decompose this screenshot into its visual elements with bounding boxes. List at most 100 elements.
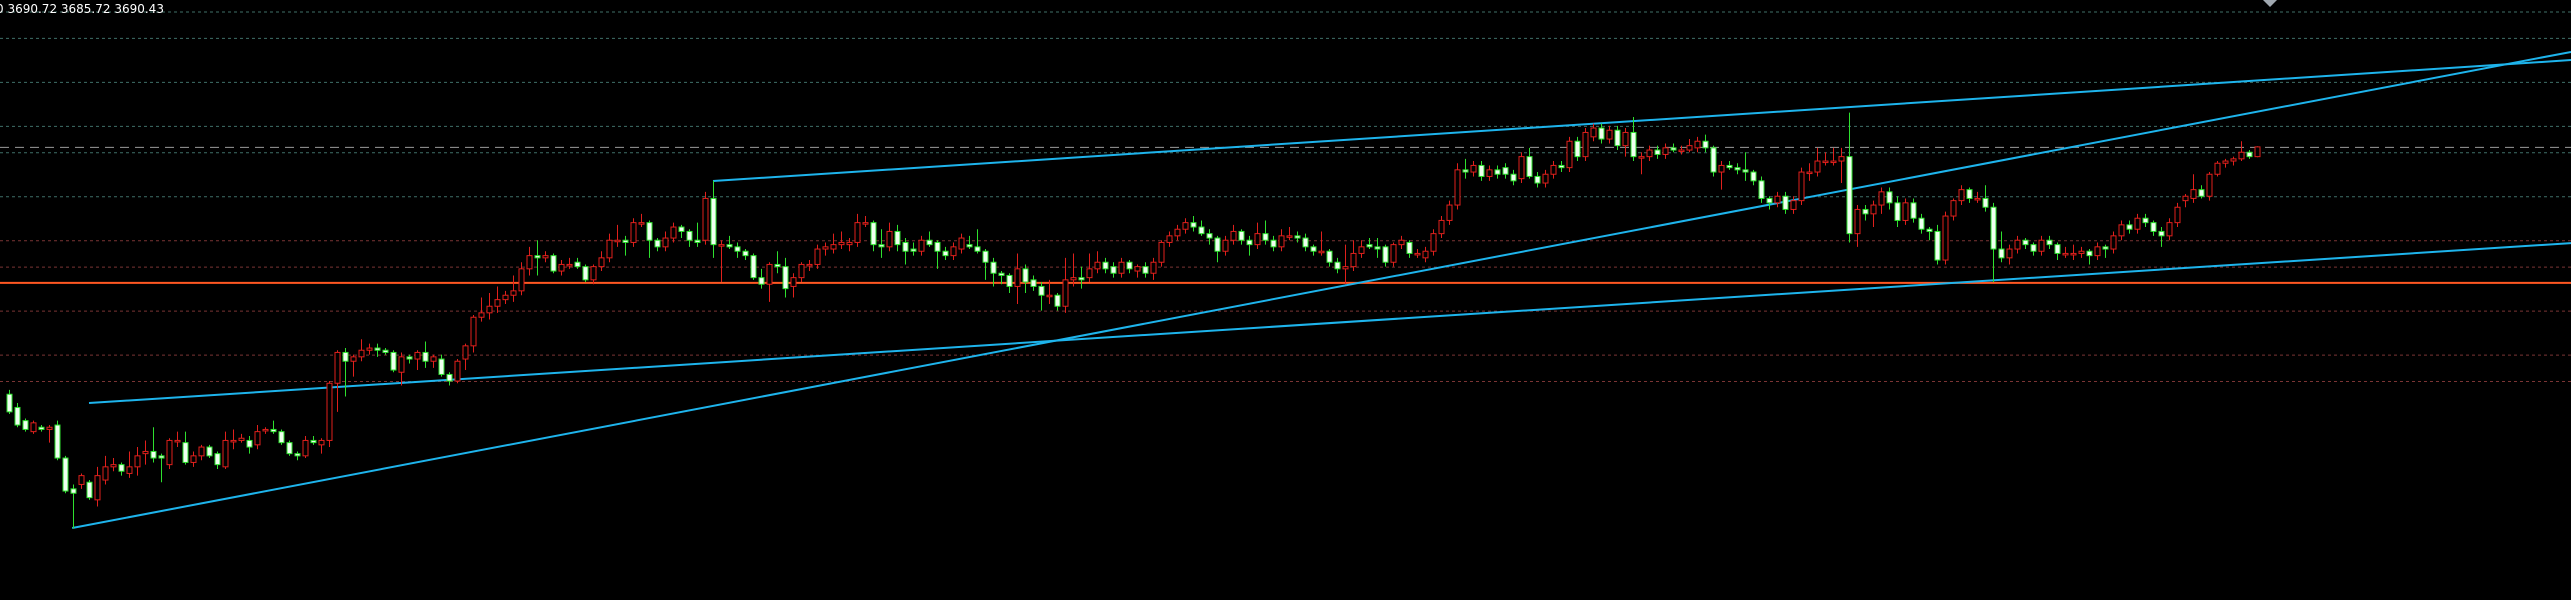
candle <box>1982 185 1989 212</box>
candle-body-up <box>2006 248 2013 259</box>
candle-body-up <box>46 426 53 430</box>
candle <box>1750 169 1757 186</box>
candle-body-down <box>1310 246 1317 252</box>
candle-body-down <box>894 230 901 246</box>
candle <box>1318 231 1325 256</box>
candle-body-down <box>1214 237 1221 252</box>
candle-body-up <box>2118 224 2125 237</box>
drawn-lines <box>0 50 2571 529</box>
candle <box>550 253 557 274</box>
candle <box>2166 218 2173 241</box>
candle-body-up <box>854 222 861 243</box>
candle-body-up <box>350 356 357 362</box>
candle-body-up <box>1230 230 1237 241</box>
candle <box>1966 187 1973 203</box>
candle-body-down <box>2030 244 2037 252</box>
candle-body-up <box>2070 252 2077 256</box>
candle-body-up <box>1646 149 1653 158</box>
candle-body-up <box>1870 204 1877 215</box>
candle-body-up <box>478 312 485 318</box>
candle-body-up <box>1950 200 1957 217</box>
candle-body-up <box>1814 160 1821 173</box>
candle <box>1822 152 1829 166</box>
candle <box>766 262 773 302</box>
candle <box>1558 161 1565 173</box>
candle <box>1046 279 1053 305</box>
candle <box>478 297 485 322</box>
candle-body-down <box>982 250 989 263</box>
candle <box>1990 202 1997 283</box>
candle-body-down <box>1846 156 1853 235</box>
candle-body-down <box>1030 279 1037 287</box>
candle-body-up <box>806 263 813 267</box>
candle-body-up <box>1046 294 1053 298</box>
candle-body-up <box>1062 279 1069 307</box>
candle <box>190 451 197 467</box>
candle <box>1350 240 1357 272</box>
candle-body-up <box>2254 146 2261 158</box>
candle <box>182 431 189 465</box>
candle <box>422 341 429 368</box>
candle-body-up <box>558 263 565 272</box>
candle <box>1142 262 1149 278</box>
candle-body-up <box>1414 252 1421 256</box>
candle-body-down <box>1998 248 2005 259</box>
candle-body-up <box>502 294 509 301</box>
candle <box>694 222 701 247</box>
candle-body-down <box>1926 228 1933 232</box>
candle <box>798 262 805 283</box>
candle <box>1222 235 1229 256</box>
candle-body-down <box>1142 266 1149 274</box>
candle <box>622 235 629 256</box>
candle-body-down <box>910 248 917 252</box>
candle <box>726 235 733 250</box>
candle <box>678 224 685 239</box>
candle-body-down <box>1726 164 1733 169</box>
candle <box>318 438 325 454</box>
candle-body-down <box>654 239 661 248</box>
candle-body-up <box>2182 195 2189 202</box>
candle-body-up <box>718 244 725 247</box>
candle-body-down <box>1022 268 1029 283</box>
candle-body-up <box>1694 140 1701 149</box>
chart-shift-marker-icon[interactable] <box>2263 0 2277 7</box>
candle <box>214 451 221 470</box>
candle-body-down <box>1190 222 1197 228</box>
candle <box>2062 246 2069 258</box>
candle-body-up <box>494 299 501 307</box>
candle-body-up <box>2230 158 2237 162</box>
candle-body-down <box>534 255 541 259</box>
candle-body-up <box>1150 261 1157 274</box>
candle <box>1134 264 1141 278</box>
candle-body-down <box>550 255 557 272</box>
candle <box>1030 275 1037 291</box>
candle <box>1214 235 1221 263</box>
candle <box>78 473 85 489</box>
candle-body-down <box>990 261 997 274</box>
candle-body-down <box>382 349 389 353</box>
candle-body-up <box>1542 173 1549 184</box>
candle-body-down <box>686 230 693 241</box>
candle-body-up <box>198 446 205 457</box>
candle <box>758 268 765 289</box>
candle-body-up <box>1118 261 1125 274</box>
candle <box>302 436 309 459</box>
candle <box>974 229 981 254</box>
candle-body-up <box>1854 208 1861 235</box>
candle <box>958 233 965 254</box>
candle <box>1582 128 1589 162</box>
candle <box>46 425 53 443</box>
candle <box>2070 244 2077 261</box>
candle <box>2158 227 2165 247</box>
candle-body-down <box>1526 156 1533 177</box>
candle <box>1542 169 1549 188</box>
candle <box>1718 161 1725 190</box>
candle <box>1646 145 1653 162</box>
candle-body-up <box>2038 239 2045 252</box>
candle <box>1814 147 1821 177</box>
candle <box>1406 240 1413 258</box>
candle-body-down <box>1750 171 1757 182</box>
candle-body-down <box>1534 175 1541 184</box>
candle <box>1998 231 2005 263</box>
